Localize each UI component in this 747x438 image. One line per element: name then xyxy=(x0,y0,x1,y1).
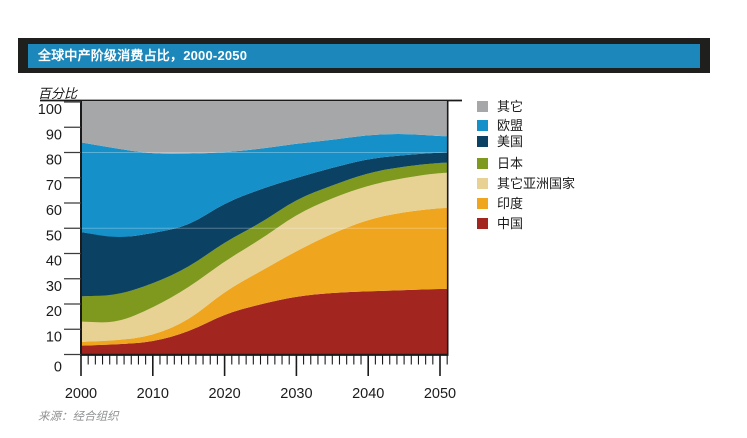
legend-label: 中国 xyxy=(497,216,524,231)
y-tick-label: 90 xyxy=(46,127,62,143)
legend-swatch xyxy=(477,101,488,112)
legend-swatch xyxy=(477,178,488,189)
y-tick-label: 30 xyxy=(46,279,62,295)
x-tick-label: 2050 xyxy=(424,386,456,402)
legend-item-其它: 其它 xyxy=(477,99,575,114)
y-tick-label: 100 xyxy=(38,102,62,118)
y-tick-label: 80 xyxy=(46,153,62,169)
legend-label: 其它 xyxy=(497,99,524,114)
legend-label: 其它亚洲国家 xyxy=(497,176,576,191)
source-note: 来源：经合组织 xyxy=(38,411,119,423)
area-其它亚洲国家 xyxy=(81,172,449,342)
legend-item-其它亚洲国家: 其它亚洲国家 xyxy=(477,176,576,191)
area-日本 xyxy=(81,162,449,323)
area-美国 xyxy=(81,152,449,297)
y-tick-label: 70 xyxy=(46,178,62,194)
area-其它 xyxy=(81,102,449,154)
y-tick-label: 50 xyxy=(46,228,62,244)
x-tick-label: 2020 xyxy=(208,386,240,402)
legend-item-美国: 美国 xyxy=(477,134,575,149)
y-tick-label: 0 xyxy=(54,360,62,376)
area-欧盟 xyxy=(81,133,449,237)
legend-swatch xyxy=(477,136,488,147)
y-tick-label: 40 xyxy=(46,254,62,270)
chart-title-bar: 全球中产阶级消费占比，2000-2050 xyxy=(18,38,710,73)
y-axis-unit-label: 百分比 xyxy=(38,86,78,101)
y-tick-label: 20 xyxy=(46,304,62,320)
legend-swatch xyxy=(477,198,488,209)
legend-swatch xyxy=(477,218,488,229)
x-tick-label: 2030 xyxy=(280,386,312,402)
legend-item-印度: 印度 xyxy=(477,196,575,211)
area-中国 xyxy=(81,288,449,355)
legend-item-日本: 日本 xyxy=(477,156,575,171)
legend-item-欧盟: 欧盟 xyxy=(477,118,575,133)
chart-title: 全球中产阶级消费占比，2000-2050 xyxy=(28,44,700,68)
area-印度 xyxy=(81,208,449,346)
legend-label: 日本 xyxy=(497,156,524,171)
y-tick-label: 10 xyxy=(46,329,62,345)
legend-label: 欧盟 xyxy=(497,118,524,133)
legend-swatch xyxy=(477,120,488,131)
legend-label: 印度 xyxy=(497,196,524,211)
legend: 其它欧盟 美国日本其它亚洲国家 印度中国 xyxy=(477,99,576,231)
y-tick-label: 60 xyxy=(46,203,62,219)
x-tick-label: 2010 xyxy=(137,386,169,402)
x-tick-label: 2040 xyxy=(352,386,384,402)
legend-label: 美国 xyxy=(497,134,524,149)
legend-swatch xyxy=(477,158,488,169)
x-tick-label: 2000 xyxy=(65,386,97,402)
legend-item-中国: 中国 xyxy=(477,216,575,231)
